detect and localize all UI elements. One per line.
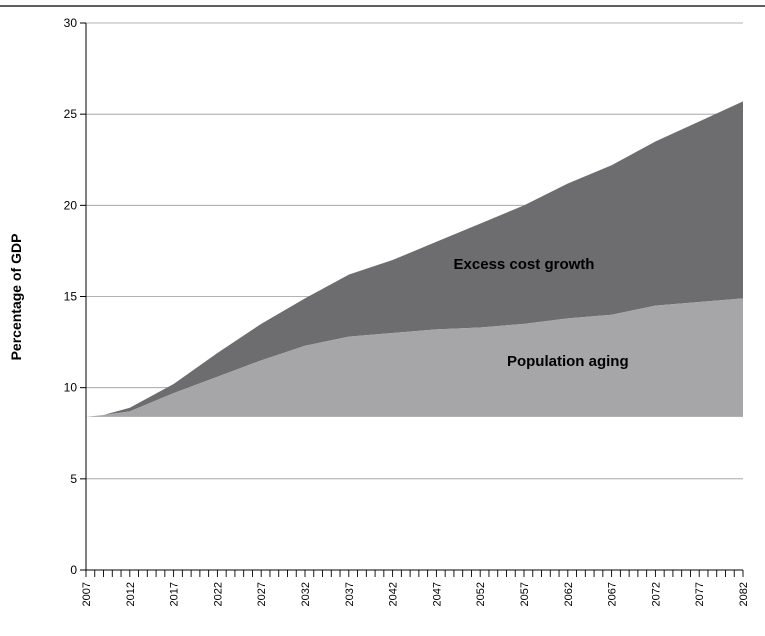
- y-axis-title: Percentage of GDP: [8, 234, 24, 361]
- y-tick-label: 25: [64, 107, 78, 121]
- x-tick-label: 2067: [607, 582, 619, 606]
- series-label: Population aging: [507, 353, 629, 370]
- y-tick-label: 5: [70, 472, 77, 486]
- x-tick-label: 2077: [694, 582, 706, 606]
- y-tick-label: 0: [70, 563, 77, 577]
- x-tick-label: 2042: [388, 582, 400, 606]
- x-tick-label: 2062: [563, 582, 575, 606]
- x-tick-label: 2047: [431, 582, 443, 606]
- x-tick-label: 2022: [212, 582, 224, 606]
- y-tick-label: 15: [64, 290, 78, 304]
- area-population-aging: [86, 298, 743, 417]
- series-label: Excess cost growth: [454, 256, 595, 273]
- x-tick-label: 2057: [519, 582, 531, 606]
- y-tick-label: 10: [64, 381, 78, 395]
- x-tick-label: 2072: [650, 582, 662, 606]
- x-tick-label: 2082: [738, 582, 750, 606]
- x-tick-label: 2052: [475, 582, 487, 606]
- y-tick-label: 20: [64, 198, 78, 212]
- x-ticks: 2007 2012 2017 2022 2027 2032 2037 2042 2047 2052…: [81, 570, 750, 606]
- x-tick-label: 2017: [169, 582, 181, 606]
- x-tick-label: 2032: [300, 582, 312, 606]
- area-labels: Population aging Excess cost growth: [454, 256, 629, 370]
- x-tick-label: 2027: [256, 582, 268, 606]
- area-excess-cost-growth: [86, 101, 743, 417]
- y-ticks: 0 5 10 15 20 25 30: [64, 16, 86, 577]
- x-tick-label: 2012: [125, 582, 137, 606]
- x-tick-label: 2007: [81, 582, 93, 606]
- y-tick-label: 30: [64, 16, 78, 30]
- x-tick-label: 2037: [344, 582, 356, 606]
- area-series: [86, 101, 743, 417]
